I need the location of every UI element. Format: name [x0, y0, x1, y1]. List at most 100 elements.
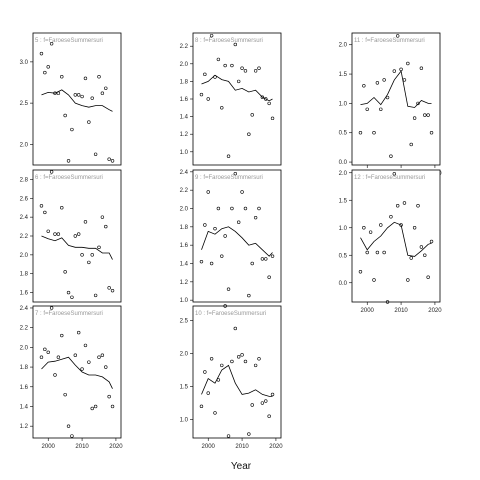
y-tick-label: 2.0 — [20, 253, 29, 259]
y-tick-label: 0.5 — [339, 131, 348, 137]
data-point — [209, 357, 214, 361]
data-point — [409, 256, 413, 260]
data-point — [260, 401, 265, 405]
panel-frame — [192, 305, 282, 439]
y-tick-label: 2.4 — [180, 170, 189, 176]
panel-strip-label: 7 : f=FaroeseSummersuri — [35, 311, 103, 317]
y-tick-label: 1.6 — [20, 291, 29, 297]
data-point — [402, 78, 407, 82]
x-axis-label: Year — [231, 461, 252, 472]
panel-strip-label: 5 : f=FaroeseSummersuri — [35, 38, 103, 44]
data-point — [76, 330, 81, 335]
data-point — [375, 250, 380, 255]
y-tick-label: 1.4 — [180, 262, 189, 268]
y-tick-label: 1.2 — [20, 424, 29, 430]
data-point — [270, 116, 275, 121]
data-point — [46, 350, 50, 354]
data-point — [76, 232, 81, 236]
data-point — [250, 113, 254, 117]
data-point — [87, 260, 91, 265]
trend-line — [360, 221, 432, 257]
y-tick-label: 2.8 — [20, 177, 29, 183]
data-point — [243, 206, 248, 211]
data-point — [395, 34, 400, 38]
data-point — [389, 154, 393, 158]
data-point — [406, 278, 410, 282]
data-point — [226, 287, 231, 291]
data-point — [230, 359, 234, 364]
y-tick-label: 2.2 — [20, 326, 29, 332]
y-tick-label: 2.4 — [20, 306, 29, 312]
y-tick-label: 1.6 — [20, 385, 29, 391]
x-tick-label: 2020 — [269, 444, 283, 450]
data-point — [100, 91, 105, 95]
data-point — [429, 239, 434, 244]
data-point — [66, 159, 71, 163]
data-point — [80, 253, 84, 257]
panel-strip-label: 10 : f=FaroeseSummersuri — [195, 311, 266, 317]
data-point — [70, 295, 74, 299]
data-point — [429, 131, 434, 135]
data-point — [100, 353, 105, 357]
data-point — [253, 215, 258, 220]
data-point — [358, 270, 363, 274]
data-point — [203, 370, 207, 374]
data-point — [372, 278, 376, 282]
data-point — [209, 33, 214, 38]
y-tick-label: 2.6 — [20, 196, 29, 202]
panel-strip-label: 8 : f=FaroeseSummersuri — [195, 38, 263, 44]
data-point — [382, 78, 386, 82]
y-tick-label: 2.5 — [180, 319, 189, 325]
data-point — [206, 190, 210, 194]
data-point — [49, 306, 54, 310]
data-point — [233, 42, 238, 47]
data-point — [87, 120, 91, 124]
data-point — [216, 206, 221, 211]
data-point — [90, 406, 94, 411]
data-point — [270, 254, 275, 258]
data-point — [83, 76, 88, 81]
data-point — [260, 95, 265, 99]
y-tick-label: 1.0 — [180, 150, 189, 156]
y-tick-label: 2.0 — [180, 207, 189, 213]
data-point — [90, 96, 94, 100]
trend-line — [201, 226, 273, 257]
y-tick-label: 2.2 — [20, 234, 29, 240]
data-point — [107, 286, 111, 290]
data-point — [70, 127, 74, 132]
data-point — [392, 69, 397, 73]
data-point — [39, 51, 44, 56]
data-point — [87, 360, 91, 364]
x-tick-label: 2020 — [109, 444, 123, 450]
data-point — [63, 113, 67, 118]
data-point — [90, 253, 94, 257]
data-point — [53, 91, 57, 95]
data-point — [73, 93, 78, 97]
data-point — [368, 230, 373, 234]
data-point — [240, 353, 244, 357]
y-tick-label: 1.0 — [339, 101, 348, 107]
data-point — [56, 232, 61, 236]
data-point — [243, 69, 248, 73]
data-point — [362, 84, 366, 88]
data-point — [46, 229, 50, 233]
data-point — [216, 378, 221, 382]
y-tick-label: 1.2 — [180, 280, 189, 286]
data-point — [236, 355, 241, 359]
data-point — [206, 391, 210, 395]
data-point — [419, 66, 424, 70]
data-point — [233, 326, 238, 331]
data-point — [226, 434, 231, 438]
data-point — [66, 424, 71, 428]
data-point — [80, 367, 84, 371]
y-tick-label: 1.5 — [339, 198, 348, 204]
data-point — [110, 288, 115, 293]
data-point — [247, 432, 251, 436]
data-point — [264, 97, 268, 101]
data-point — [409, 142, 413, 147]
data-point — [104, 224, 108, 229]
data-point — [107, 394, 111, 399]
data-point — [223, 63, 227, 68]
y-tick-label: 1.5 — [339, 72, 348, 78]
